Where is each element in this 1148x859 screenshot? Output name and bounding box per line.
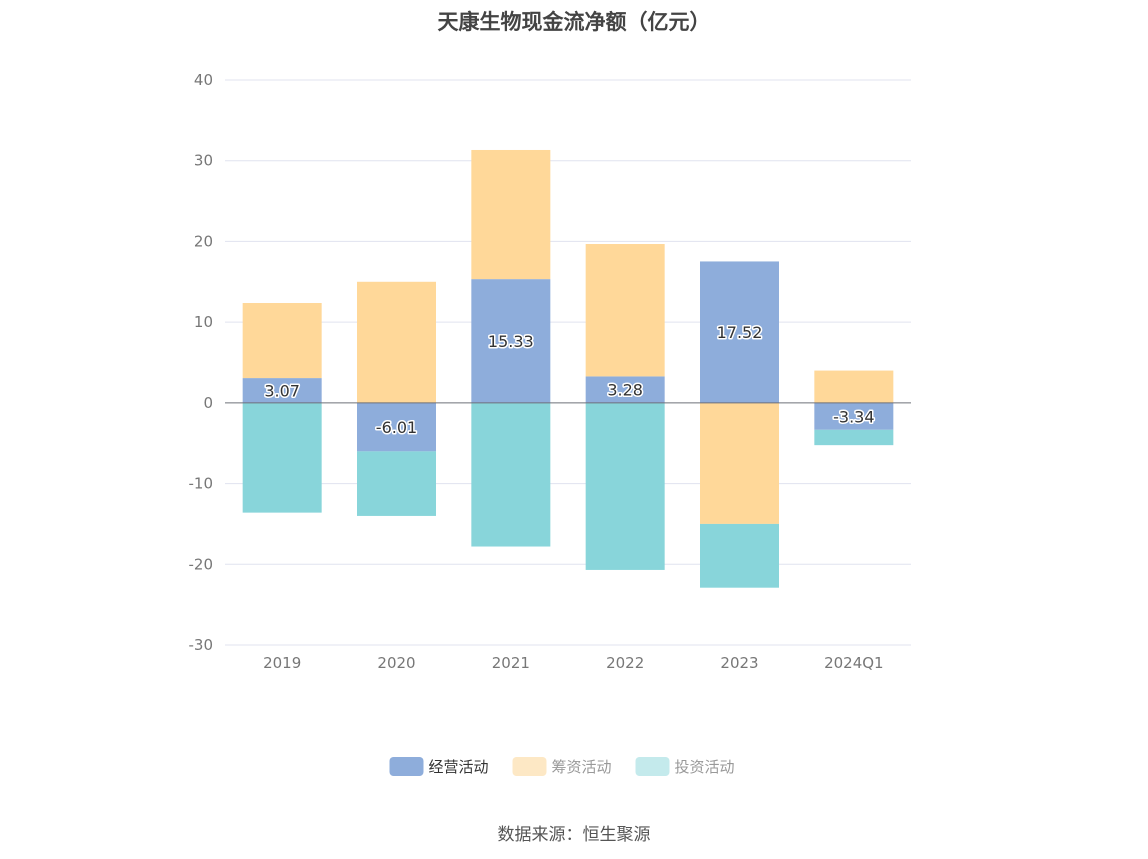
bar-segment	[814, 429, 894, 446]
x-tick-label: 2020	[377, 654, 415, 672]
bar-segment	[585, 244, 665, 377]
y-tick-label: 0	[203, 394, 213, 412]
legend-label: 筹资活动	[552, 758, 612, 776]
data-label: 3.28	[607, 381, 643, 400]
bar-segment	[814, 370, 894, 403]
bar-segment	[242, 303, 322, 379]
x-tick-label: 2023	[720, 654, 758, 672]
data-source: 数据来源：恒生聚源	[497, 825, 651, 845]
x-tick-label: 2024Q1	[824, 654, 884, 672]
x-tick-label: 2021	[492, 654, 530, 672]
bar-segment	[242, 402, 322, 513]
bar-segment	[700, 261, 779, 403]
y-tick-label: 20	[194, 232, 213, 250]
y-tick-label: -30	[189, 636, 214, 654]
bar-segment	[814, 402, 894, 430]
data-label: -3.34	[833, 407, 874, 426]
legend-swatch	[389, 757, 424, 776]
legend-label: 投资活动	[675, 758, 735, 776]
legend-label: 经营活动	[429, 758, 489, 776]
legend-swatch	[635, 757, 670, 776]
y-tick-label: 40	[194, 71, 213, 89]
y-tick-label: -20	[189, 555, 214, 573]
data-label: 17.52	[717, 323, 763, 342]
x-tick-label: 2019	[263, 654, 301, 672]
bar-segment	[471, 279, 551, 403]
bar-segment	[357, 281, 436, 403]
data-label: 3.07	[264, 381, 300, 400]
data-label: -6.01	[376, 418, 417, 437]
bar-segment	[471, 402, 551, 547]
bar-segment	[700, 523, 779, 588]
bar-segment	[585, 402, 665, 570]
y-tick-label: 30	[194, 152, 213, 170]
legend-swatch	[512, 757, 547, 776]
y-tick-label: 10	[194, 313, 213, 331]
bar-segment	[471, 149, 551, 280]
chart-title: 天康生物现金流净额（亿元）	[437, 10, 711, 34]
bar-segment	[357, 451, 436, 516]
bar-segment	[242, 378, 322, 403]
data-label: 15.33	[488, 332, 534, 351]
bar-segment	[585, 376, 665, 403]
bar-segment	[700, 402, 779, 524]
y-tick-label: -10	[189, 475, 214, 493]
x-tick-label: 2022	[606, 654, 644, 672]
bar-segment	[357, 402, 436, 452]
